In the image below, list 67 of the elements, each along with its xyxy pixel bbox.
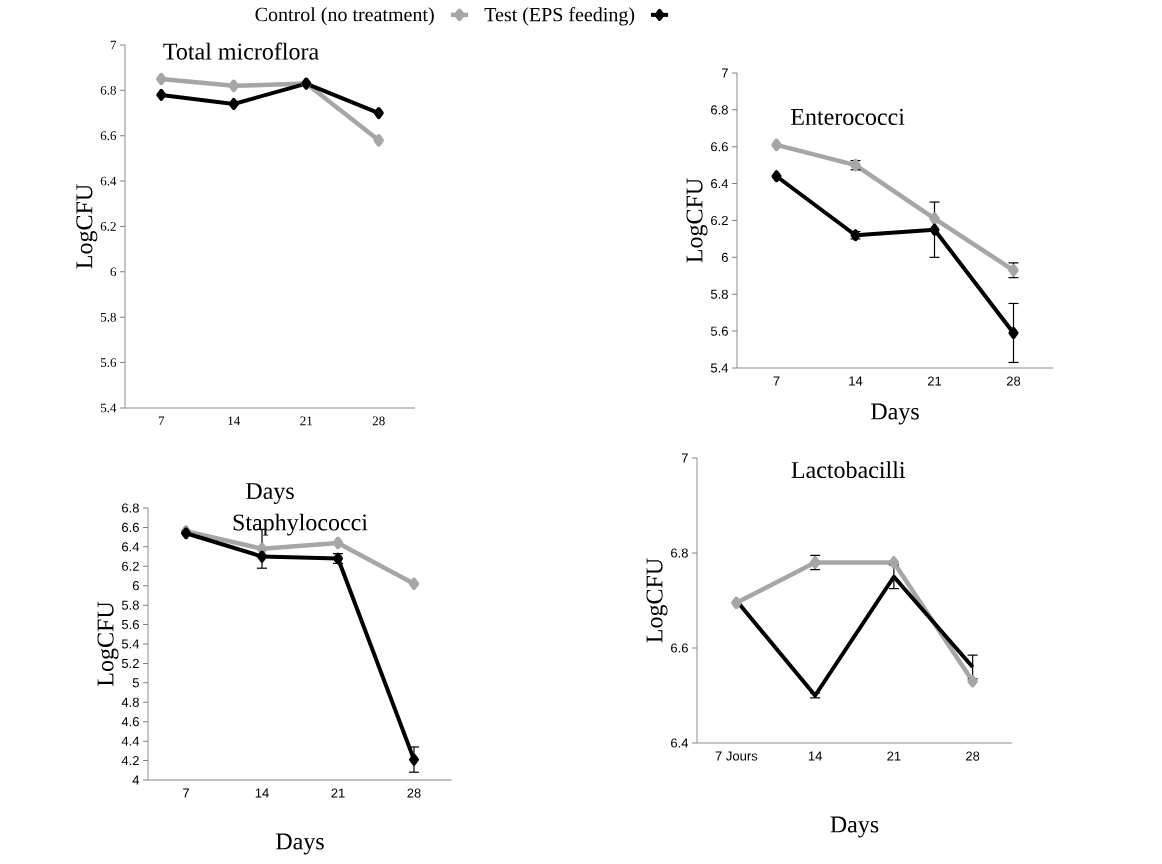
y-tick-label: 4.6	[121, 717, 139, 727]
y-tick-label: 5.6	[100, 358, 117, 368]
x-tick-label: 28	[966, 751, 980, 761]
y-tick-label: 5.8	[710, 289, 728, 299]
y-tick-label: 6.4	[122, 542, 140, 552]
y-tick-label: 6.6	[100, 131, 117, 141]
x-tick-label: 7	[158, 416, 165, 426]
y-tick-label: 6.4	[100, 176, 117, 186]
x-axis-title: Days	[246, 483, 294, 505]
y-tick-label: 6.8	[100, 85, 116, 95]
y-axis-title: LogCFU	[97, 601, 119, 686]
y-tick-label: 5.8	[121, 600, 139, 610]
y-axis-title: LogCFU	[646, 558, 668, 643]
x-tick-label: 21	[331, 788, 345, 798]
x-tick-label: 28	[407, 788, 421, 798]
x-tick-label: 14	[255, 788, 269, 798]
y-tick-label: 6.6	[671, 643, 688, 653]
y-tick-label: 6	[110, 267, 117, 277]
y-tick-label: 5.6	[121, 619, 139, 630]
y-tick-label: 5	[132, 678, 139, 688]
y-tick-label: 4.4	[121, 736, 140, 746]
text: Enterococci	[791, 108, 905, 125]
x-tick-label: 21	[927, 376, 942, 386]
x-tick-label: 21	[300, 416, 312, 426]
y-tick-label: 6.2	[100, 222, 116, 231]
y-tick-label: 5.6	[710, 326, 728, 336]
y-tick-label: 5.4	[100, 403, 117, 413]
x-tick-label: 7 Jours	[715, 751, 758, 761]
x-tick-label: 14	[849, 376, 863, 386]
y-tick-label: 5.4	[121, 639, 140, 649]
y-tick-label: 4.8	[121, 697, 139, 707]
x-tick-label: 21	[887, 751, 901, 761]
y-tick-label: 7	[681, 453, 688, 463]
y-tick-label: 6.6	[122, 522, 139, 533]
y-tick-label: 4.2	[121, 756, 139, 766]
chart-title: Lactobacilli	[791, 461, 906, 479]
y-tick-label: 6.2	[711, 215, 728, 226]
y-tick-label: 6.2	[122, 561, 139, 571]
legend-label: Test (EPS feeding)	[484, 7, 635, 26]
y-axis-title: LogCFU	[76, 184, 98, 269]
x-axis-title: Days	[276, 833, 324, 855]
y-tick-label: 4	[132, 775, 140, 785]
chart-title: Staphylococci	[233, 513, 368, 536]
x-axis-title: Days	[871, 403, 919, 425]
x-tick-label: 28	[372, 416, 385, 426]
y-tick-label: 6	[132, 581, 139, 591]
y-axis-title: LogCFU	[686, 178, 708, 263]
y-tick-label: 6.8	[671, 548, 688, 558]
legend-label: Control (no treatment)	[255, 7, 434, 26]
x-tick-label: 14	[228, 416, 241, 426]
x-tick-label: 28	[1006, 376, 1021, 386]
y-tick-label: 5.8	[100, 312, 116, 322]
x-axis-title: Days	[830, 816, 879, 838]
y-tick-label: 5.2	[121, 658, 139, 669]
y-tick-label: 6.4	[711, 179, 729, 189]
x-tick-label: 14	[808, 751, 822, 761]
x-tick-label: 7	[183, 788, 189, 798]
y-tick-label: 5.4	[710, 363, 729, 373]
y-tick-label: 7	[110, 40, 117, 50]
x-tick-label: 7	[773, 376, 780, 386]
y-tick-label: 6.8	[711, 105, 728, 115]
y-tick-label: 6.6	[711, 142, 728, 152]
y-tick-label: 6	[721, 252, 728, 262]
y-tick-label: 6.4	[671, 738, 689, 748]
y-tick-label: 7	[721, 68, 728, 78]
y-tick-label: 6.8	[122, 503, 139, 513]
chart-title: Total microflora	[163, 42, 319, 60]
